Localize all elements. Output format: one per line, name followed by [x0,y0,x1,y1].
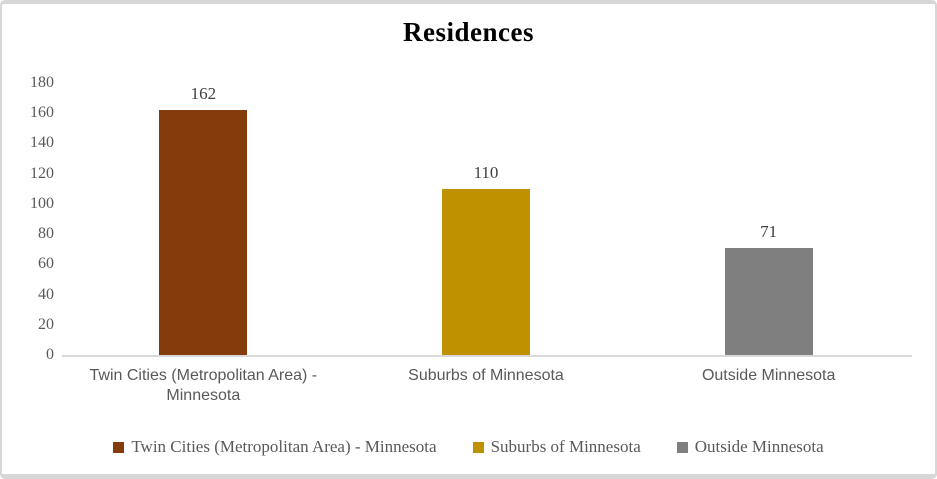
legend-entry: Suburbs of Minnesota [472,437,641,457]
y-axis-tick-label: 40 [38,285,54,303]
y-axis-tick-label: 100 [30,194,54,212]
y-axis-tick-label: 160 [30,104,54,122]
y-axis-tick-label: 80 [38,225,54,243]
chart-title: Residences [403,17,534,47]
bar-data-label: 162 [190,84,217,104]
x-axis-category-label: Suburbs of Minnesota [408,367,564,384]
legend-label: Twin Cities (Metropolitan Area) - Minnes… [131,437,437,456]
bar-2 [442,188,530,355]
legend-label: Outside Minnesota [694,437,824,456]
y-axis-tick-label: 20 [38,315,54,333]
bar-data-label: 71 [760,221,778,241]
bar-3 [724,247,813,355]
y-axis-tick-label: 140 [30,134,54,152]
legend-swatch-icon [676,441,688,453]
legend-swatch-icon [472,441,484,453]
y-axis-tick-label: 0 [46,346,54,363]
x-axis-category-label: Outside Minnesota [701,367,836,384]
bar-1 [159,110,248,355]
bar-data-label: 110 [473,162,499,182]
x-axis-category-label: Twin Cities (Metropolitan Area) - Minnes… [89,367,318,404]
legend-swatch-icon [113,441,125,453]
legend-label: Suburbs of Minnesota [490,437,641,456]
y-axis-tick-label: 180 [30,74,54,91]
legend-entry: Twin Cities (Metropolitan Area) - Minnes… [113,437,437,457]
y-axis-tick-label: 60 [38,255,54,273]
y-axis-tick-label: 120 [30,164,54,182]
chart-legend: Twin Cities (Metropolitan Area) - Minnes… [2,437,935,457]
legend-entry: Outside Minnesota [676,437,824,457]
x-axis-line [62,355,912,357]
